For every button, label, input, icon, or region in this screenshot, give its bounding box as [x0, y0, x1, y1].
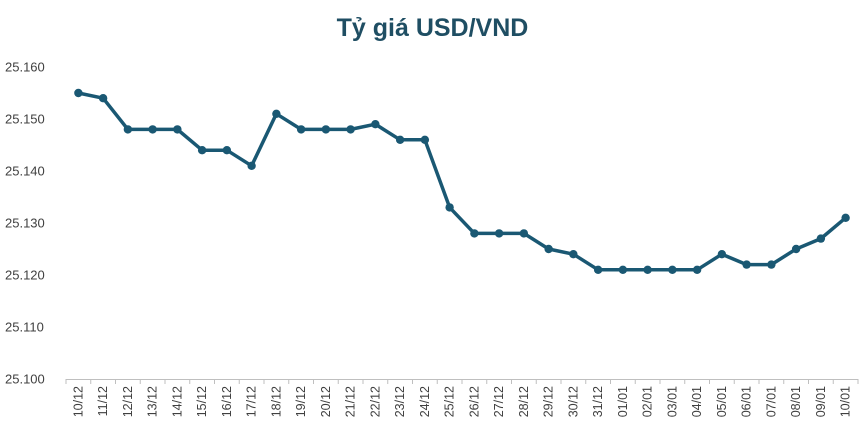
data-point: [173, 125, 182, 134]
x-tick-label: 29/12: [542, 386, 556, 417]
data-point: [593, 265, 603, 274]
data-point: [98, 94, 108, 103]
series-line: [76, 91, 848, 272]
x-tick-label: 01/01: [616, 386, 630, 417]
x-tick-label: 28/12: [517, 386, 531, 417]
data-point: [420, 135, 430, 144]
x-tick-label: 18/12: [269, 386, 283, 417]
x-tick-label: 05/01: [715, 386, 729, 417]
x-tick-label: 30/12: [566, 386, 580, 417]
data-point: [643, 265, 652, 274]
x-tick-label: 25/12: [443, 386, 457, 417]
data-point: [371, 120, 380, 129]
x-tick-label: 13/12: [146, 386, 160, 417]
x-tick-label: 20/12: [319, 386, 333, 417]
x-tick-label: 10/12: [71, 386, 85, 417]
x-tick-label: 27/12: [492, 386, 506, 417]
data-point: [296, 125, 306, 134]
data-point: [123, 125, 133, 134]
x-tick-label: 19/12: [294, 386, 308, 417]
y-tick-label: 25.100: [5, 372, 45, 387]
x-tick-label: 14/12: [170, 386, 184, 417]
data-point: [519, 229, 529, 238]
series-layer: [74, 88, 850, 274]
x-axis: 10/12 11/12 12/12 13/12 14/12 15/12 16/12 17/12…: [65, 379, 859, 417]
data-point: [321, 125, 331, 134]
data-point: [767, 260, 776, 269]
data-point: [395, 135, 405, 144]
y-axis: 25.100 25.110 25.120 25.130 25.140 25.150 25.1…: [5, 60, 45, 387]
data-point: [470, 229, 479, 238]
x-tick-label: 06/01: [740, 386, 754, 417]
x-tick-label: 26/12: [467, 386, 481, 417]
x-tick-label: 10/01: [839, 386, 853, 417]
data-point: [692, 265, 702, 274]
y-tick-label: 25.140: [5, 164, 45, 179]
y-tick-label: 25.120: [5, 268, 45, 283]
x-tick-label: 23/12: [393, 386, 407, 417]
x-tick-label: 24/12: [418, 386, 432, 417]
data-point: [445, 203, 454, 212]
data-point: [494, 229, 504, 238]
x-tick-label: 31/12: [591, 386, 605, 417]
x-tick-label: 07/01: [764, 386, 778, 417]
data-point: [544, 244, 553, 254]
x-tick-label: 04/01: [690, 386, 704, 417]
data-point: [742, 260, 751, 269]
data-point: [841, 213, 850, 222]
data-point: [247, 161, 256, 170]
data-point: [346, 125, 355, 134]
x-tick-label: 22/12: [368, 386, 382, 417]
y-tick-label: 25.150: [5, 112, 45, 127]
data-point: [222, 146, 232, 155]
x-tick-label: 09/01: [814, 386, 828, 417]
x-tick-label: 03/01: [665, 386, 679, 417]
y-tick-label: 25.160: [5, 60, 45, 75]
x-tick-label: 17/12: [245, 386, 259, 417]
x-tick-label: 02/01: [641, 386, 655, 417]
data-point: [148, 125, 157, 134]
data-point: [816, 234, 826, 243]
data-point: [791, 244, 801, 254]
data-point: [569, 250, 578, 259]
x-tick-label: 11/12: [96, 386, 110, 416]
y-tick-label: 25.130: [5, 216, 45, 231]
x-tick-label: 08/01: [789, 386, 803, 417]
data-point: [717, 250, 727, 259]
data-point: [197, 146, 207, 155]
x-tick-label: 15/12: [195, 386, 209, 417]
data-point: [618, 265, 628, 274]
data-point: [74, 88, 83, 98]
y-tick-label: 25.110: [5, 320, 44, 335]
chart-title: Tỷ giá USD/VND: [336, 14, 529, 42]
x-tick-label: 21/12: [344, 386, 358, 417]
data-point: [272, 109, 281, 119]
data-point: [668, 265, 677, 274]
x-tick-label: 16/12: [220, 386, 234, 417]
x-tick-label: 12/12: [121, 386, 135, 417]
